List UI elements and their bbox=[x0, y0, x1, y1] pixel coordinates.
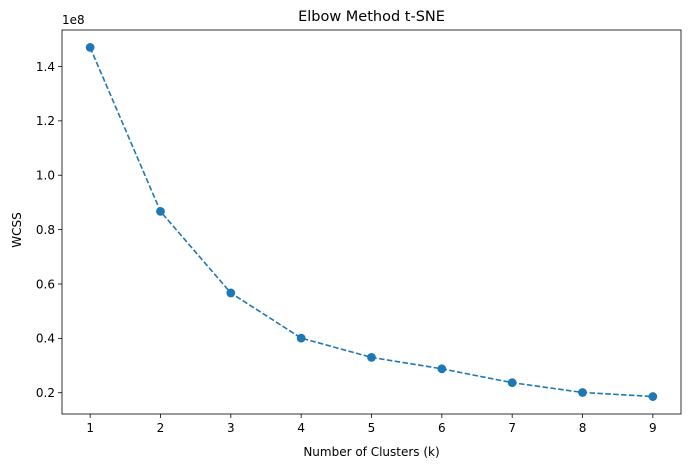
x-tick-label: 5 bbox=[368, 421, 376, 435]
data-point-k6 bbox=[437, 364, 447, 374]
axis-ticks: 1 2 3 4 5 6 7 8 9 0.2 0.4 0.6 0.8 1.0 1.2 1.4 bbox=[36, 60, 657, 435]
data-point-k8 bbox=[578, 388, 587, 397]
y-tick-label: 0.2 bbox=[36, 386, 55, 400]
y-offset-text: 1e8 bbox=[62, 13, 85, 27]
y-tick-label: 0.6 bbox=[36, 277, 55, 291]
x-tick-label: 1 bbox=[86, 421, 94, 435]
y-tick-label: 1.4 bbox=[36, 60, 55, 74]
plot-area bbox=[85, 43, 658, 401]
y-tick-label: 0.4 bbox=[36, 332, 55, 346]
data-point-k3 bbox=[226, 288, 236, 298]
axes-frame bbox=[61, 29, 682, 415]
y-axis-label: WCSS bbox=[10, 212, 24, 247]
data-point-k7 bbox=[507, 378, 517, 388]
x-tick-label: 8 bbox=[579, 421, 587, 435]
data-point-k4 bbox=[296, 333, 306, 343]
x-tick-label: 6 bbox=[438, 421, 446, 435]
x-tick-label: 9 bbox=[649, 421, 657, 435]
x-axis-label: Number of Clusters (k) bbox=[303, 445, 439, 459]
data-point-k1 bbox=[85, 43, 95, 52]
x-tick-label: 2 bbox=[157, 421, 165, 435]
data-point-k2 bbox=[156, 207, 165, 216]
y-tick-label: 1.2 bbox=[36, 114, 55, 128]
y-tick-label: 1.0 bbox=[36, 169, 55, 183]
x-tick-label: 7 bbox=[508, 421, 516, 435]
chart-title: Elbow Method t-SNE bbox=[298, 9, 445, 25]
x-tick-label: 3 bbox=[227, 421, 235, 435]
y-tick-label: 0.8 bbox=[36, 223, 55, 237]
data-point-k5 bbox=[367, 353, 376, 362]
x-tick-label: 4 bbox=[297, 421, 305, 435]
data-point-k9 bbox=[648, 392, 658, 401]
